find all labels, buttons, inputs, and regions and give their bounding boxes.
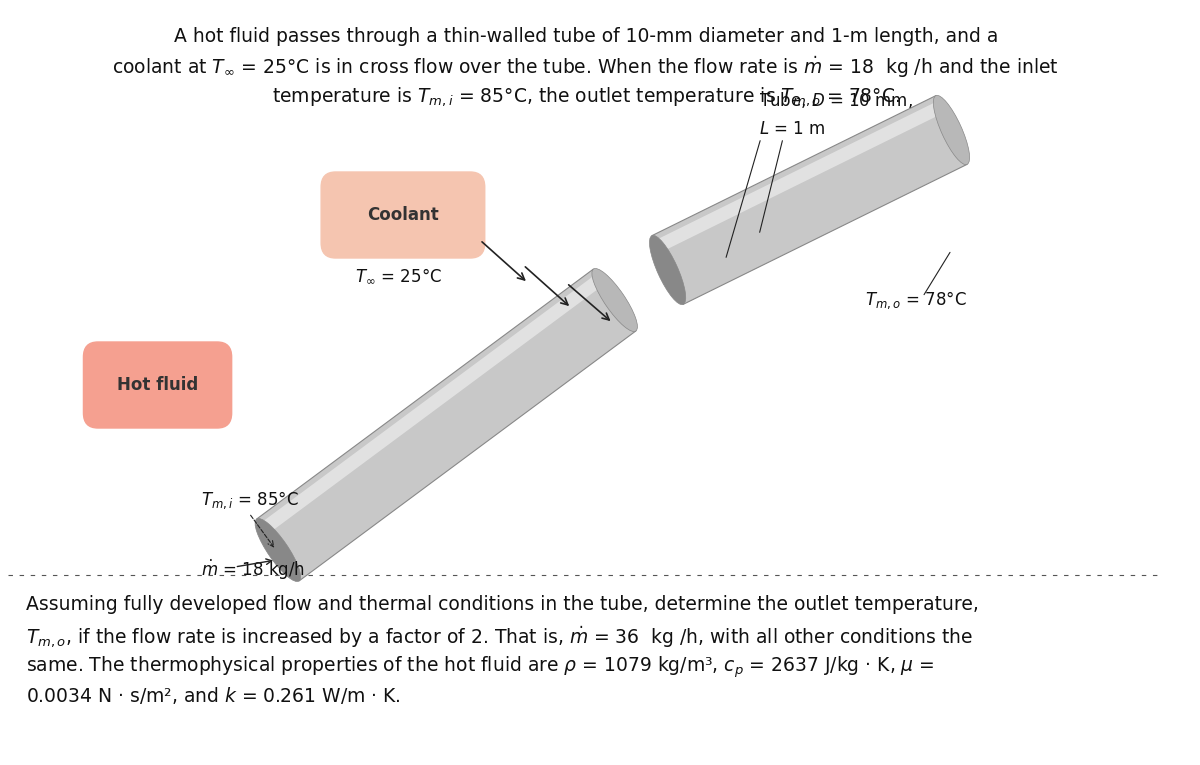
Text: Hot fluid: Hot fluid <box>116 376 198 394</box>
Text: coolant at $T_\infty$ = 25°C is in cross flow over the tube. When the flow rate : coolant at $T_\infty$ = 25°C is in cross… <box>113 55 1060 80</box>
Text: $T_{m,i}$ = 85°C: $T_{m,i}$ = 85°C <box>200 489 299 511</box>
Text: $\dot{m}$ = 18 kg/h: $\dot{m}$ = 18 kg/h <box>200 558 305 582</box>
Text: $T_\infty$ = 25°C: $T_\infty$ = 25°C <box>355 267 442 285</box>
FancyBboxPatch shape <box>322 172 485 258</box>
Polygon shape <box>259 274 604 535</box>
FancyBboxPatch shape <box>84 342 232 428</box>
Text: $T_{m,o}$, if the flow rate is increased by a factor of 2. That is, $\dot{m}$ = : $T_{m,o}$, if the flow rate is increased… <box>25 625 973 650</box>
Polygon shape <box>654 101 943 253</box>
Polygon shape <box>652 96 967 304</box>
Ellipse shape <box>934 96 970 164</box>
Text: temperature is $T_{m,i}$ = 85°C, the outlet temperature is $T_{m,o}$ = 78°C.: temperature is $T_{m,i}$ = 85°C, the out… <box>271 85 900 108</box>
Text: 0.0034 N · s/m², and $k$ = 0.261 W/m · K.: 0.0034 N · s/m², and $k$ = 0.261 W/m · K… <box>25 685 401 706</box>
Text: A hot fluid passes through a thin-walled tube of 10-mm diameter and 1-m length, : A hot fluid passes through a thin-walled… <box>174 27 998 46</box>
Ellipse shape <box>649 236 685 304</box>
Text: $L$ = 1 m: $L$ = 1 m <box>760 120 826 138</box>
Text: Assuming fully developed flow and thermal conditions in the tube, determine the : Assuming fully developed flow and therma… <box>25 595 978 614</box>
Text: Coolant: Coolant <box>367 206 439 224</box>
Ellipse shape <box>256 519 301 581</box>
Ellipse shape <box>592 269 637 331</box>
Text: Tube, $D$ = 10 mm,: Tube, $D$ = 10 mm, <box>760 90 913 110</box>
Text: same. The thermophysical properties of the hot fluid are $\rho$ = 1079 kg/m³, $c: same. The thermophysical properties of t… <box>25 655 935 681</box>
Polygon shape <box>257 269 636 581</box>
Text: $T_{m,o}$ = 78°C: $T_{m,o}$ = 78°C <box>865 289 966 311</box>
